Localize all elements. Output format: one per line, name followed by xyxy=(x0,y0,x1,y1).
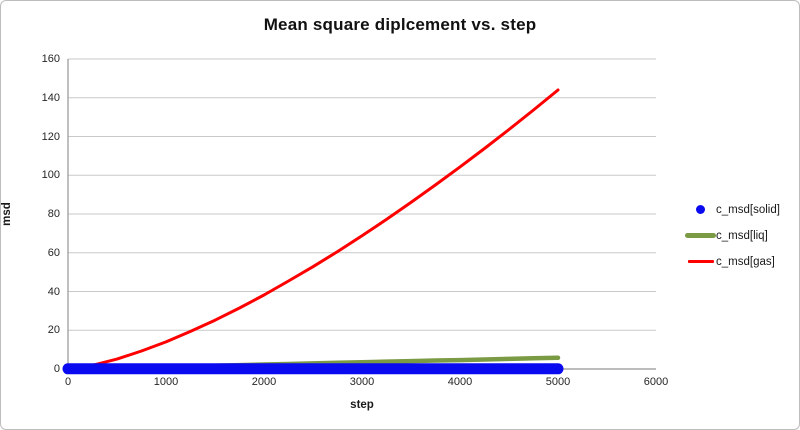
legend-label-liq: c_msd[liq] xyxy=(716,229,768,242)
legend-item-gas[interactable]: c_msd[gas] xyxy=(685,254,780,269)
legend-label-solid: c_msd[solid] xyxy=(716,203,780,216)
y-tick-label-140: 140 xyxy=(41,91,60,104)
x-tick-label-4000: 4000 xyxy=(447,376,473,388)
legend-label-gas: c_msd[gas] xyxy=(716,255,775,268)
legend-item-solid[interactable]: c_msd[solid] xyxy=(685,202,780,217)
legend: c_msd[solid] c_msd[liq] c_msd[gas] xyxy=(685,202,780,269)
series-c_msd[gas][interactable] xyxy=(66,88,560,371)
solid-series-marker-icon xyxy=(685,202,716,217)
y-tick-label-0: 0 xyxy=(53,363,60,375)
y-tick-label-160: 160 xyxy=(41,53,60,65)
y-tick-label-40: 40 xyxy=(47,285,60,298)
y-tick-label-100: 100 xyxy=(41,169,60,182)
x-tick-label-2000: 2000 xyxy=(251,376,277,388)
x-tick-label-6000: 6000 xyxy=(643,376,669,388)
x-tick-label-0: 0 xyxy=(64,376,72,388)
gas-series-line-icon xyxy=(685,254,716,269)
x-axis-title: step xyxy=(350,399,374,411)
legend-item-liq[interactable]: c_msd[liq] xyxy=(685,228,780,243)
y-tick-label-20: 20 xyxy=(47,324,60,337)
y-tick-label-60: 60 xyxy=(47,246,60,259)
liq-series-line-icon xyxy=(685,228,716,243)
y-tick-label-120: 120 xyxy=(41,130,60,143)
y-axis-title: msd xyxy=(1,202,13,226)
x-tick-label-5000: 5000 xyxy=(545,376,571,388)
chart-title[interactable]: Mean square diplcement vs. step xyxy=(263,15,537,34)
y-tick-label-80: 80 xyxy=(47,208,60,220)
x-tick-label-1000: 1000 xyxy=(153,376,179,388)
x-tick-label-3000: 3000 xyxy=(349,376,375,388)
